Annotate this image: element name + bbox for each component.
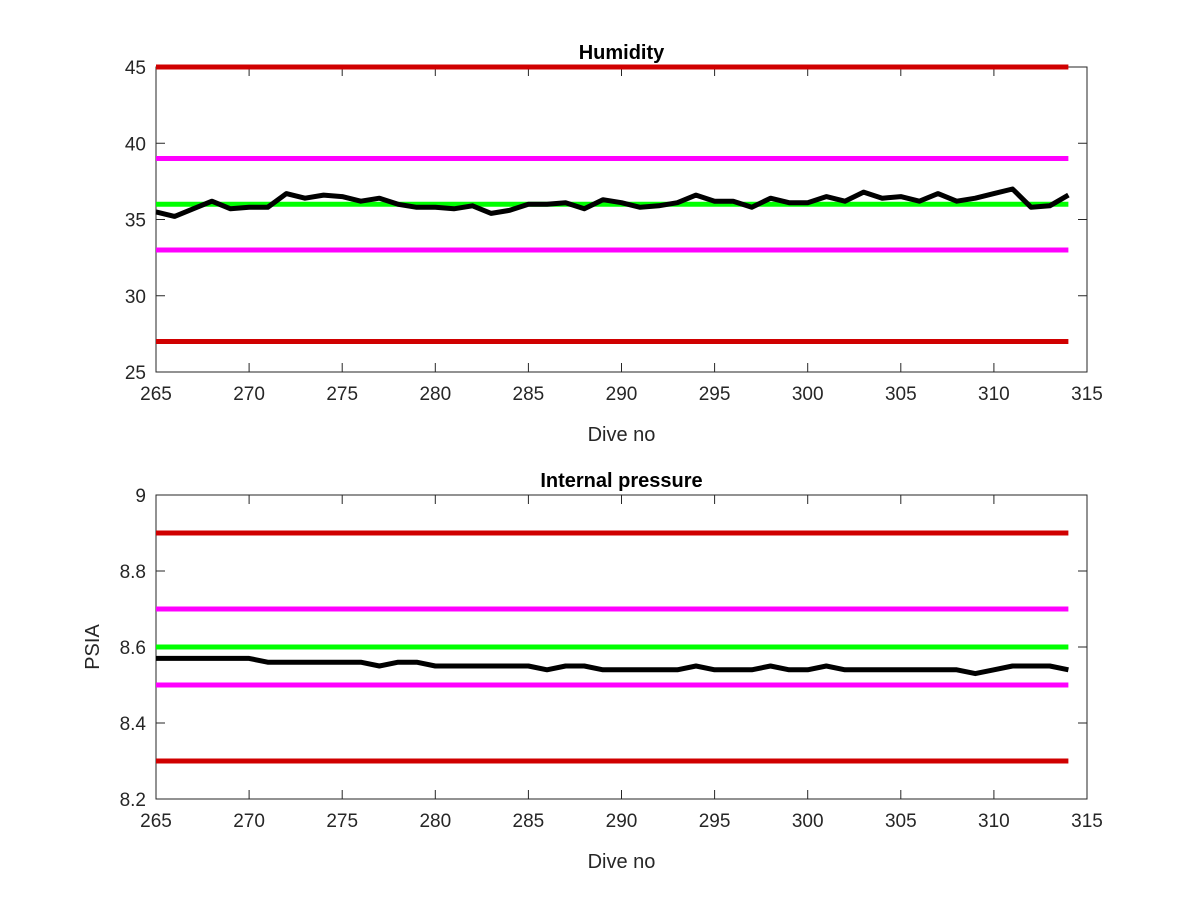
y-tick-label: 8.2 bbox=[120, 790, 146, 811]
x-tick-label: 280 bbox=[419, 384, 451, 405]
x-tick-label: 275 bbox=[326, 384, 358, 405]
x-axis-label: Dive no bbox=[588, 424, 656, 446]
series-line bbox=[155, 186, 1070, 219]
x-tick-label: 290 bbox=[606, 811, 638, 832]
x-tick-label: 285 bbox=[513, 811, 545, 832]
y-tick-label: 30 bbox=[125, 287, 146, 308]
x-axis-label: Dive no bbox=[588, 851, 656, 873]
x-tick-label: 275 bbox=[326, 811, 358, 832]
chart-title: Internal pressure bbox=[540, 470, 702, 492]
x-tick-label: 300 bbox=[792, 811, 824, 832]
y-tick-label: 8.4 bbox=[120, 714, 147, 735]
y-tick-label: 8.6 bbox=[120, 638, 146, 659]
y-tick-label: 35 bbox=[125, 211, 146, 232]
y-tick-label: 45 bbox=[125, 58, 146, 79]
subplot-2: 265 270 275 280 285 290 295 300 305 310 315 8.2 8.4 8… bbox=[82, 470, 1103, 873]
x-tick-label: 300 bbox=[792, 384, 824, 405]
y-tick-label: 8.8 bbox=[120, 562, 146, 583]
x-tick-label: 315 bbox=[1071, 811, 1103, 832]
chart-title: Humidity bbox=[579, 42, 665, 64]
x-tick-label: 295 bbox=[699, 811, 731, 832]
y-tick-label: 25 bbox=[125, 363, 146, 384]
x-tick-label: 315 bbox=[1071, 384, 1103, 405]
x-tick-label: 270 bbox=[233, 384, 265, 405]
x-tick-label: 265 bbox=[140, 384, 172, 405]
y-tick-label: 9 bbox=[135, 486, 146, 507]
axes-box bbox=[155, 66, 1088, 373]
series-line bbox=[156, 655, 1069, 677]
x-tick-label: 290 bbox=[606, 384, 638, 405]
x-tick-label: 305 bbox=[885, 384, 917, 405]
x-tick-label: 310 bbox=[978, 384, 1010, 405]
x-tick-label: 270 bbox=[233, 811, 265, 832]
x-tick-label: 285 bbox=[513, 384, 545, 405]
x-tick-label: 305 bbox=[885, 811, 917, 832]
x-tick-label: 295 bbox=[699, 384, 731, 405]
x-tick-label: 265 bbox=[140, 811, 172, 832]
x-tick-label: 280 bbox=[419, 811, 451, 832]
subplot-1: 265 270 275 280 285 290 295 300 305 310 315 25 30 35 4… bbox=[125, 42, 1103, 446]
x-tick-label: 310 bbox=[978, 811, 1010, 832]
y-axis-label: PSIA bbox=[82, 624, 104, 670]
y-tick-label: 40 bbox=[125, 134, 146, 155]
